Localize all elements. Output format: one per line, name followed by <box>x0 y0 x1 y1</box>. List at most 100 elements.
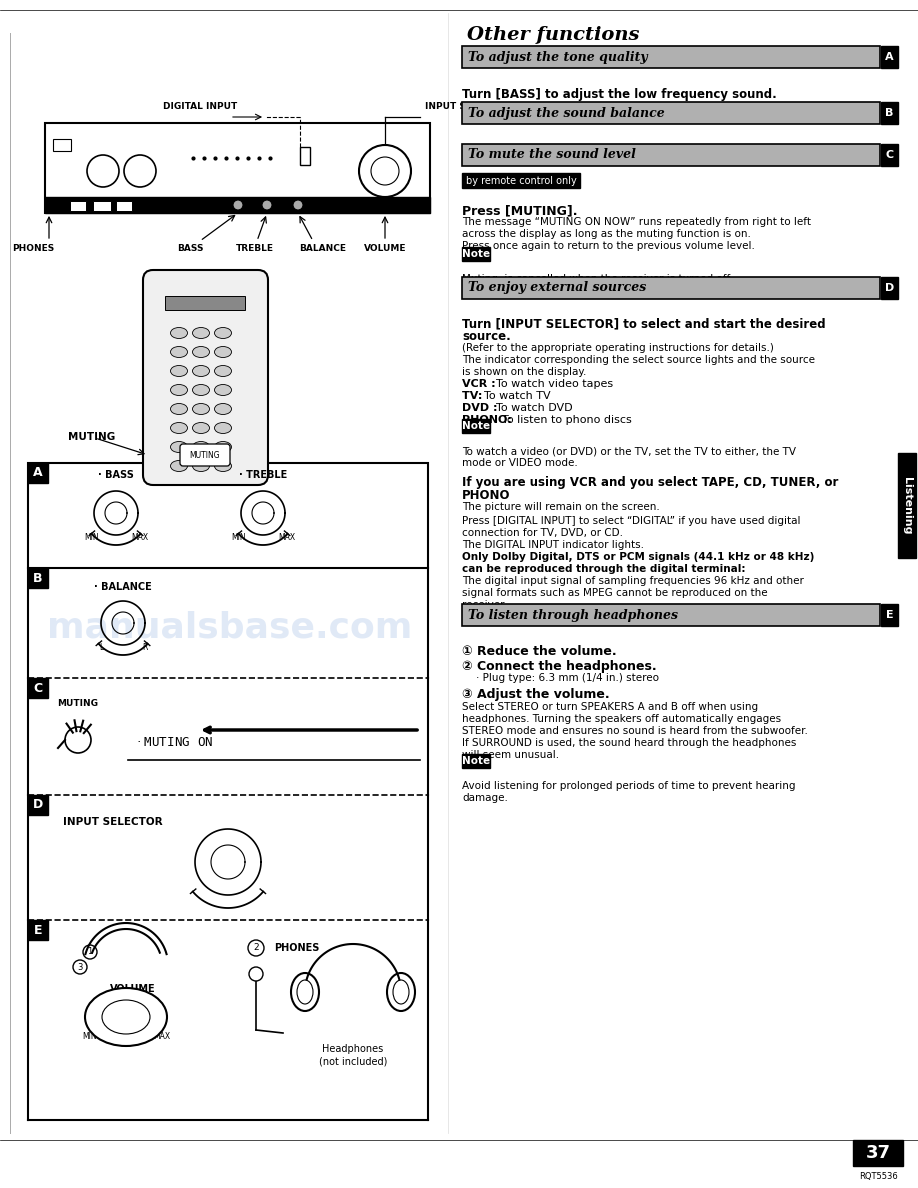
Bar <box>116 201 132 211</box>
Bar <box>45 124 430 213</box>
Bar <box>898 453 916 558</box>
Text: MIN: MIN <box>83 1032 97 1041</box>
Circle shape <box>65 727 91 753</box>
Text: INPUT SELECTOR: INPUT SELECTOR <box>425 102 511 110</box>
Text: Muting  is cancelled when the receiver is turned off.: Muting is cancelled when the receiver is… <box>462 274 733 284</box>
Bar <box>28 795 48 815</box>
Text: Press [MUTING].: Press [MUTING]. <box>462 204 577 217</box>
Ellipse shape <box>193 404 209 415</box>
Text: VCR :: VCR : <box>462 379 499 388</box>
Text: C: C <box>33 682 42 695</box>
Bar <box>462 46 880 68</box>
Bar <box>53 139 71 151</box>
Bar <box>881 144 898 166</box>
Text: manualsbase.com: manualsbase.com <box>48 611 413 645</box>
Ellipse shape <box>215 328 231 339</box>
Circle shape <box>359 145 411 197</box>
Text: The picture will remain on the screen.: The picture will remain on the screen. <box>462 503 660 512</box>
Text: STEREO mode and ensures no sound is heard from the subwoofer.: STEREO mode and ensures no sound is hear… <box>462 726 808 737</box>
Text: Note: Note <box>462 756 490 766</box>
Bar <box>28 463 428 568</box>
Text: To watch a video (or DVD) or the TV, set the TV to either, the TV: To watch a video (or DVD) or the TV, set… <box>462 446 796 456</box>
Text: headphones. Turning the speakers off automatically engages: headphones. Turning the speakers off aut… <box>462 714 781 723</box>
Text: A: A <box>885 52 894 62</box>
Circle shape <box>371 157 399 185</box>
Text: MIN: MIN <box>84 533 99 542</box>
Text: Press [DIGITAL INPUT] to select “DIGITAL” if you have used digital: Press [DIGITAL INPUT] to select “DIGITAL… <box>462 516 800 526</box>
Ellipse shape <box>102 1000 150 1034</box>
Text: C: C <box>886 150 893 160</box>
Circle shape <box>87 154 119 187</box>
Bar <box>462 604 880 626</box>
Text: signal formats such as MPEG cannot be reproduced on the: signal formats such as MPEG cannot be re… <box>462 588 767 598</box>
Text: Listening: Listening <box>902 478 912 535</box>
Text: If you are using VCR and you select TAPE, CD, TUNER, or: If you are using VCR and you select TAPE… <box>462 476 838 489</box>
Ellipse shape <box>171 461 187 472</box>
Text: To watch DVD: To watch DVD <box>496 403 573 413</box>
Text: Only Dolby Digital, DTS or PCM signals (44.1 kHz or 48 kHz): Only Dolby Digital, DTS or PCM signals (… <box>462 552 814 562</box>
Text: 3: 3 <box>77 962 83 972</box>
Text: D: D <box>885 283 894 293</box>
Text: INPUT SELECTOR: INPUT SELECTOR <box>63 817 162 827</box>
Text: MAX: MAX <box>278 533 296 542</box>
Text: To watch video tapes: To watch video tapes <box>496 379 613 388</box>
Circle shape <box>262 200 272 210</box>
Text: · TREBLE: · TREBLE <box>239 470 287 480</box>
Text: · $\mathtt{MUTING}$  $\mathtt{ON}$: · $\mathtt{MUTING}$ $\mathtt{ON}$ <box>136 737 213 750</box>
Bar <box>93 201 111 211</box>
Text: damage.: damage. <box>462 794 508 803</box>
Text: Note: Note <box>462 249 490 259</box>
Text: Turn [INPUT SELECTOR] to select and start the desired: Turn [INPUT SELECTOR] to select and star… <box>462 317 825 330</box>
Text: If SURROUND is used, the sound heard through the headphones: If SURROUND is used, the sound heard thr… <box>462 738 797 748</box>
Text: 1: 1 <box>87 948 93 956</box>
Text: Note: Note <box>462 421 490 431</box>
FancyBboxPatch shape <box>143 270 268 485</box>
Circle shape <box>249 967 263 981</box>
Text: is shown on the display.: is shown on the display. <box>462 367 587 377</box>
Text: To watch TV: To watch TV <box>484 391 551 402</box>
Text: MAX: MAX <box>153 1032 171 1041</box>
Bar <box>45 197 430 213</box>
Text: To listen to phono discs: To listen to phono discs <box>502 415 632 425</box>
Ellipse shape <box>193 366 209 377</box>
Text: R: R <box>142 643 148 652</box>
Text: ① Reduce the volume.: ① Reduce the volume. <box>462 645 617 658</box>
Text: · Plug type: 6.3 mm (1/4 in.) stereo: · Plug type: 6.3 mm (1/4 in.) stereo <box>476 672 659 683</box>
Text: RQT5536: RQT5536 <box>858 1171 898 1181</box>
Circle shape <box>124 154 156 187</box>
Text: 2: 2 <box>253 943 259 953</box>
Ellipse shape <box>171 442 187 453</box>
Bar <box>28 568 48 588</box>
Ellipse shape <box>291 973 319 1011</box>
Text: A: A <box>33 467 43 480</box>
Text: D: D <box>33 798 43 811</box>
Text: L: L <box>99 643 103 652</box>
Ellipse shape <box>193 461 209 472</box>
Bar <box>462 173 580 188</box>
Text: ③ Adjust the volume.: ③ Adjust the volume. <box>462 688 610 701</box>
Circle shape <box>233 200 243 210</box>
Text: TV:: TV: <box>462 391 487 402</box>
Bar <box>881 46 898 68</box>
Text: BALANCE: BALANCE <box>299 244 346 253</box>
Text: Headphones: Headphones <box>322 1044 384 1054</box>
Text: Select STEREO or turn SPEAKERS A and B off when using: Select STEREO or turn SPEAKERS A and B o… <box>462 702 758 712</box>
Text: MUTING: MUTING <box>190 450 220 460</box>
Ellipse shape <box>215 366 231 377</box>
Circle shape <box>73 960 87 974</box>
Text: BASS: BASS <box>177 244 203 253</box>
Text: To adjust the sound balance: To adjust the sound balance <box>468 107 665 120</box>
Text: B: B <box>33 571 43 584</box>
Bar <box>165 296 245 310</box>
Ellipse shape <box>215 404 231 415</box>
Text: VOLUME: VOLUME <box>364 244 407 253</box>
Ellipse shape <box>215 461 231 472</box>
Text: The message “MUTING ON NOW” runs repeatedly from right to left: The message “MUTING ON NOW” runs repeate… <box>462 217 811 227</box>
Text: by remote control only: by remote control only <box>465 176 577 185</box>
Bar <box>853 1140 903 1165</box>
Text: B: B <box>885 108 894 118</box>
Ellipse shape <box>193 385 209 396</box>
FancyBboxPatch shape <box>180 444 230 466</box>
Bar <box>28 463 48 484</box>
Ellipse shape <box>215 423 231 434</box>
